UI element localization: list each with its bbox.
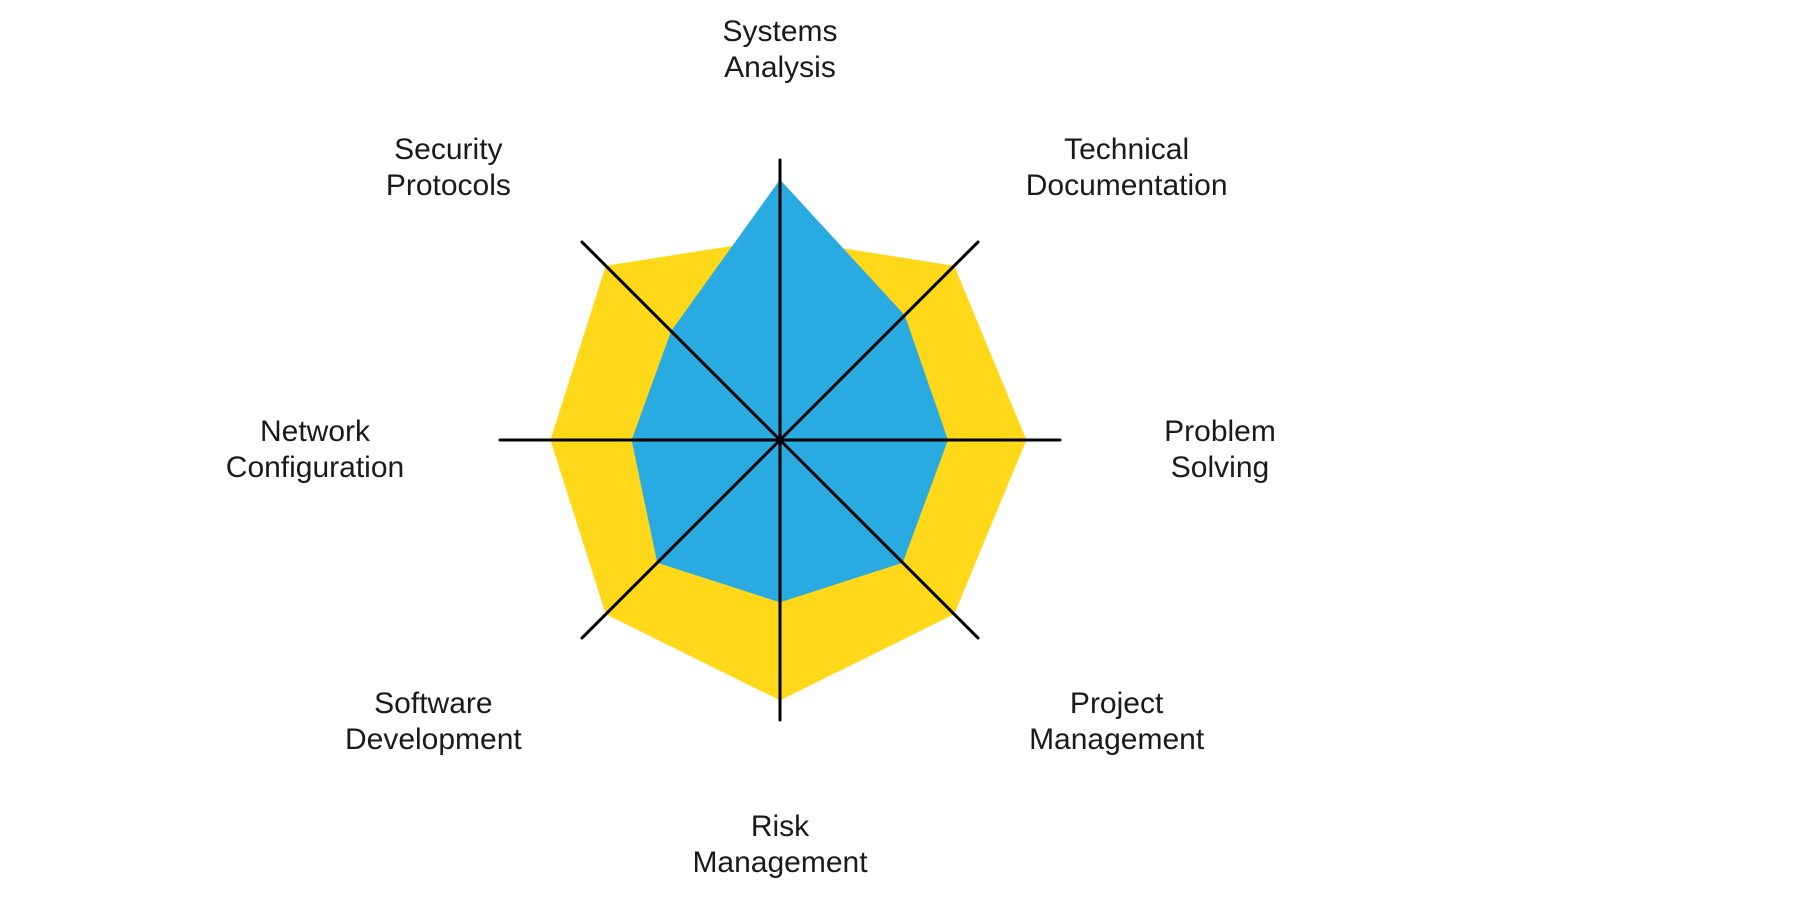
radar-axis-label: Security Protocols	[386, 132, 511, 204]
radar-chart: Systems Analysis Technical Documentation P…	[0, 0, 1800, 900]
radar-axis-label: Risk Management	[692, 809, 867, 881]
radar-axis-label: Technical Documentation	[1026, 132, 1228, 204]
radar-axis-label: Network Configuration	[226, 414, 404, 486]
radar-axis-label: Software Development	[345, 686, 522, 758]
radar-axis-label: Problem Solving	[1164, 414, 1276, 486]
radar-axis-label: Systems Analysis	[722, 14, 837, 86]
radar-axis-label: Project Management	[1029, 686, 1204, 758]
